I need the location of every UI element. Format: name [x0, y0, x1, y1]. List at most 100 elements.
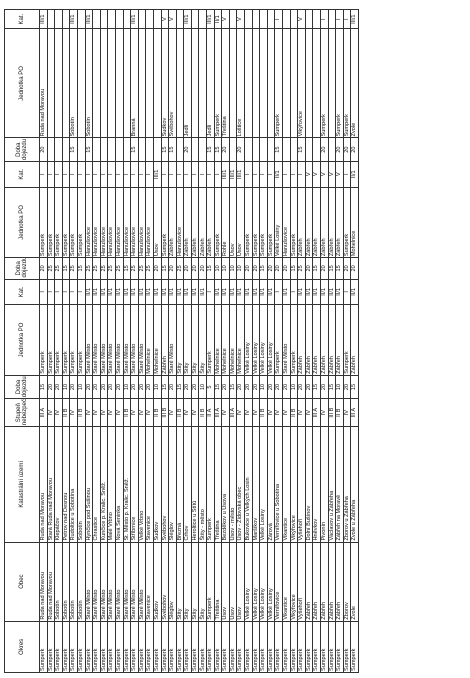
table-row: Šumperk Sobotín Petrov nad Desnou II B 10 Šum… — [62, 9, 70, 673]
cell-katastralni-uzemi: Vikantice — [282, 426, 291, 543]
table-body: Šumperk Ruda nad Moravou Ruda nad Moravou I… — [39, 9, 359, 673]
cell-obec: Svébohov — [161, 542, 169, 622]
cell-doba-3 — [54, 137, 63, 162]
cell-kat-1: II/1 — [198, 279, 207, 305]
cell-jednotka-2: Šumperk — [214, 187, 222, 258]
cell-doba-3: 15 — [168, 137, 177, 162]
cell-okres: Šumperk — [130, 621, 139, 673]
cell-jednotka-2: Šumperk — [290, 187, 298, 258]
cell-kat-3: I — [335, 9, 344, 29]
cell-jednotka-2: Šumperk — [343, 187, 351, 258]
cell-jednotka-3: Vikýřovice — [297, 28, 306, 138]
cell-kat-3 — [145, 9, 154, 29]
cell-kat-2: I — [39, 161, 48, 188]
cell-kat-1: II/1 — [145, 279, 154, 305]
cell-kat-1: II/1 — [221, 279, 230, 305]
cell-jednotka-2: Šumperk — [259, 187, 268, 258]
table-row: Šumperk Staré Město Chrastice IV 20 Staré Měs… — [92, 9, 101, 673]
cell-jednotka-3: Jedlí — [183, 28, 192, 138]
cell-obec: Štíty — [191, 542, 199, 622]
cell-doba-3 — [123, 137, 131, 162]
cell-obec: Staré Město — [92, 542, 101, 622]
cell-jednotka-3 — [145, 28, 154, 138]
cell-kat-1: II/1 — [191, 279, 199, 305]
cell-okres: Šumperk — [312, 621, 321, 673]
cell-jednotka-1: Zábřeh — [297, 304, 306, 376]
cell-jednotka-2: Zábřeh — [335, 187, 344, 258]
header-doba-dojezdu-2: Doba dojezdu — [4, 257, 40, 280]
table-row: Šumperk Staré Město Kunčice p. Kralic. Sně… — [100, 9, 108, 673]
cell-jednotka-2: Šumperk — [54, 187, 63, 258]
cell-jednotka-2: Zábřeh — [320, 187, 329, 258]
cell-obec: Ruda nad Moravou — [39, 542, 48, 622]
cell-kat-3 — [229, 9, 237, 29]
cell-kat-1: II/1 — [214, 279, 222, 305]
cell-jednotka-1: Velké Losiny — [267, 304, 275, 376]
table-row: Šumperk Staré Město St. Město p. Kralic. S… — [123, 9, 131, 673]
cell-jednotka-2: Šumperk — [267, 187, 275, 258]
cell-obec: Zábřeh — [320, 542, 329, 622]
cell-jednotka-2: Zábřeh — [191, 187, 199, 258]
cell-kat-2: I — [115, 161, 124, 188]
cell-jednotka-2: Hanušovice — [115, 187, 124, 258]
cell-katastralni-uzemi: Sobotín — [77, 426, 86, 543]
cell-katastralni-uzemi: Velké Losiny — [259, 426, 268, 543]
cell-kat-1: II/1 — [130, 279, 139, 305]
cell-katastralni-uzemi: Úsov - Židovská obec — [236, 426, 245, 543]
cell-okres: Šumperk — [305, 621, 313, 673]
cell-doba-2: 20 — [343, 257, 351, 280]
cell-doba-2: 15 — [123, 257, 131, 280]
cell-okres: Šumperk — [62, 621, 70, 673]
table-row: Šumperk Stavenice Stavenice IV 20 Mohelnice II… — [145, 9, 154, 673]
table-row: Šumperk Zábřeh Pivonín IV 20 Zábřeh II/1 20 Zábř… — [320, 9, 329, 673]
table-row: Šumperk Staré Město Stříbrnice IV 20 Staré Mě… — [130, 9, 139, 673]
cell-kat-1: II/1 — [335, 279, 344, 305]
cell-jednotka-1: Velké Losiny — [244, 304, 253, 376]
cell-obec: Staré Město — [100, 542, 108, 622]
cell-jednotka-1: Zábřeh — [328, 304, 336, 376]
cell-jednotka-3 — [229, 28, 237, 138]
cell-okres: Šumperk — [274, 621, 283, 673]
cell-kat-1: II/1 — [153, 279, 161, 305]
cell-jednotka-1: Staré Město — [107, 304, 116, 376]
cell-doba-2: 25 — [54, 257, 63, 280]
cell-kat-2: I — [267, 161, 275, 188]
cell-kat-1: II/1 — [312, 279, 321, 305]
cell-kat-3: II/1 — [214, 9, 222, 29]
cell-okres: Šumperk — [328, 621, 336, 673]
cell-jednotka-1: Šumperk — [343, 304, 351, 376]
cell-doba-2: 25 — [47, 257, 55, 280]
cell-kat-2: I — [252, 161, 260, 188]
cell-doba-2: 25 — [69, 257, 78, 280]
cell-obec: Zábřeh — [328, 542, 336, 622]
cell-katastralni-uzemi: Kunčice p. Kralic. Sněž. — [100, 426, 108, 543]
cell-okres: Šumperk — [282, 621, 291, 673]
cell-obec: Staré Město — [107, 542, 116, 622]
cell-doba-3: 15 — [130, 137, 139, 162]
cell-kat-2: III/1 — [221, 161, 230, 188]
table-row: Šumperk Staré Město Hynčice pod Sušinou IV 2… — [85, 9, 93, 673]
cell-doba-2: 15 — [312, 257, 321, 280]
cell-kat-1: II/1 — [350, 279, 359, 305]
cell-doba-2: 20 — [305, 257, 313, 280]
cell-jednotka-3 — [54, 28, 63, 138]
cell-stupen: IV — [69, 398, 78, 427]
cell-kat-2: I — [138, 161, 146, 188]
cell-stupen: IV — [244, 398, 253, 427]
cell-jednotka-2: Šumperk — [77, 187, 86, 258]
cell-kat-2: I — [297, 161, 306, 188]
cell-kat-1: II/1 — [229, 279, 237, 305]
cell-stupen: IV — [236, 398, 245, 427]
cell-jednotka-1: Staré Město — [130, 304, 139, 376]
cell-jednotka-1: Šumperk — [274, 304, 283, 376]
cell-jednotka-1: Štíty — [183, 304, 192, 376]
cell-jednotka-3: Šumperk — [214, 28, 222, 138]
cell-kat-1: II/1 — [244, 279, 253, 305]
cell-doba-3 — [259, 137, 268, 162]
cell-doba-2: 15 — [62, 257, 70, 280]
cell-doba-1: 20 — [343, 375, 351, 399]
cell-katastralni-uzemi: Hněvkov — [312, 426, 321, 543]
cell-jednotka-1: Štíty — [176, 304, 184, 376]
cell-kat-3: III/1 — [183, 9, 192, 29]
cell-obec: Velké Losiny — [259, 542, 268, 622]
